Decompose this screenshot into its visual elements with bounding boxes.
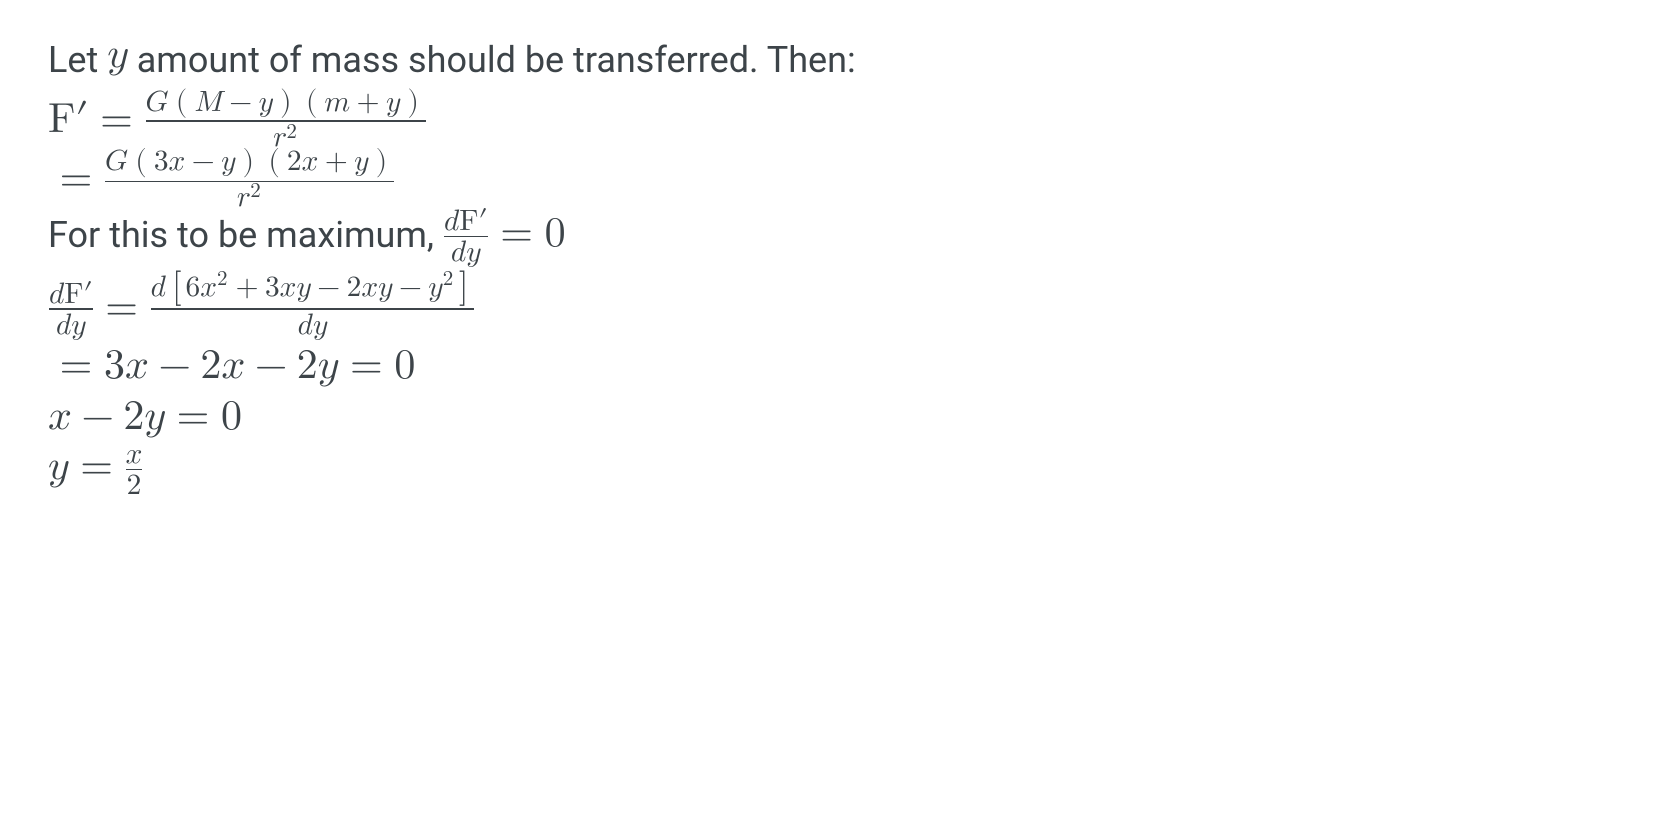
solution-body: Let y amount of mass should be transferr… (0, 0, 1680, 532)
eq-simplify-2: x − 2y = 0 (48, 393, 1632, 442)
intro-post: amount of mass should be transferred. Th… (128, 39, 856, 81)
eq-derivative: dF′ dy = d [ 6x2 + 3xy − 2xy − y2 (48, 271, 1632, 340)
condition-math: dF′ dy = 0 (443, 214, 566, 256)
eq-force-2: = G (3x−y) (2x+y) r2 (48, 148, 1632, 205)
eq-result: y = x 2 (48, 443, 1632, 493)
intro-var: y (107, 39, 128, 81)
intro-line: Let y amount of mass should be transferr… (48, 36, 1632, 85)
eq-simplify-1: = 3x − 2x − 2y = 0 (48, 342, 1632, 391)
condition-pre: For this to be maximum, (48, 214, 443, 256)
condition-line: For this to be maximum, dF′ dy = 0 (48, 208, 1632, 267)
eq-force-1: F′ = G (M−y) (m+y) r2 (48, 89, 1632, 146)
intro-pre: Let (48, 39, 107, 81)
